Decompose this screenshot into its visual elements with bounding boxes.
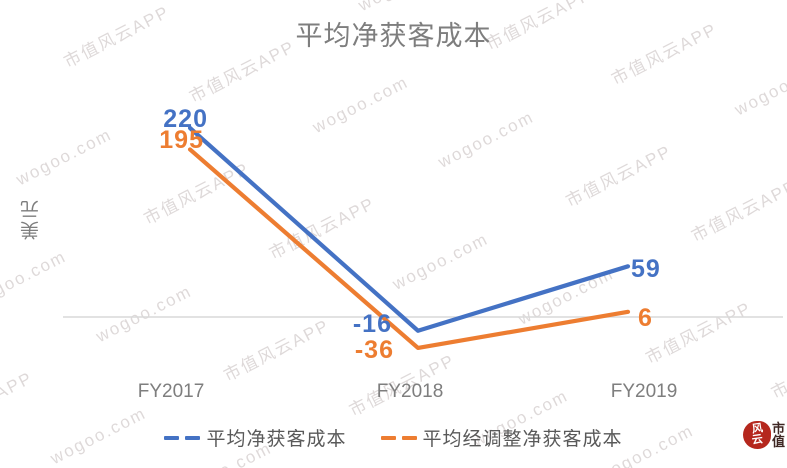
series-line-0 <box>187 125 631 333</box>
legend-label: 平均净获客成本 <box>206 429 347 450</box>
legend-label: 平均经调整净获客成本 <box>422 429 623 450</box>
legend-item-1: 平均经调整净获客成本 <box>380 424 623 451</box>
data-label: -36 <box>354 335 394 364</box>
legend-line-icon <box>164 435 201 440</box>
brand-seal-logo: 风云 市值 <box>743 421 785 449</box>
data-label: -16 <box>352 309 392 338</box>
seal-side-char: 值 <box>772 434 786 449</box>
data-label: 195 <box>159 126 204 155</box>
x-axis-label: FY2017 <box>137 381 205 402</box>
data-label: 59 <box>631 255 661 284</box>
x-axis-label: FY2018 <box>376 381 444 402</box>
data-label: 220 <box>163 105 208 133</box>
seal-side-char: 市 <box>772 421 786 436</box>
seal-stamp-icon: 风云 <box>743 421 771 449</box>
x-axis-label: FY2019 <box>610 381 678 402</box>
data-label: 6 <box>638 303 653 332</box>
legend-item-0: 平均净获客成本 <box>164 424 346 451</box>
chart-title: 平均净获客成本 <box>295 21 492 51</box>
y-axis-title: 美元 <box>21 198 42 240</box>
legend: 平均净获客成本 平均经调整净获客成本 <box>0 424 787 451</box>
seal-side-text: 市值 <box>772 422 785 448</box>
legend-line-icon <box>380 435 417 440</box>
series-line-1 <box>187 147 631 351</box>
seal-stamp-char: 云 <box>750 433 764 447</box>
